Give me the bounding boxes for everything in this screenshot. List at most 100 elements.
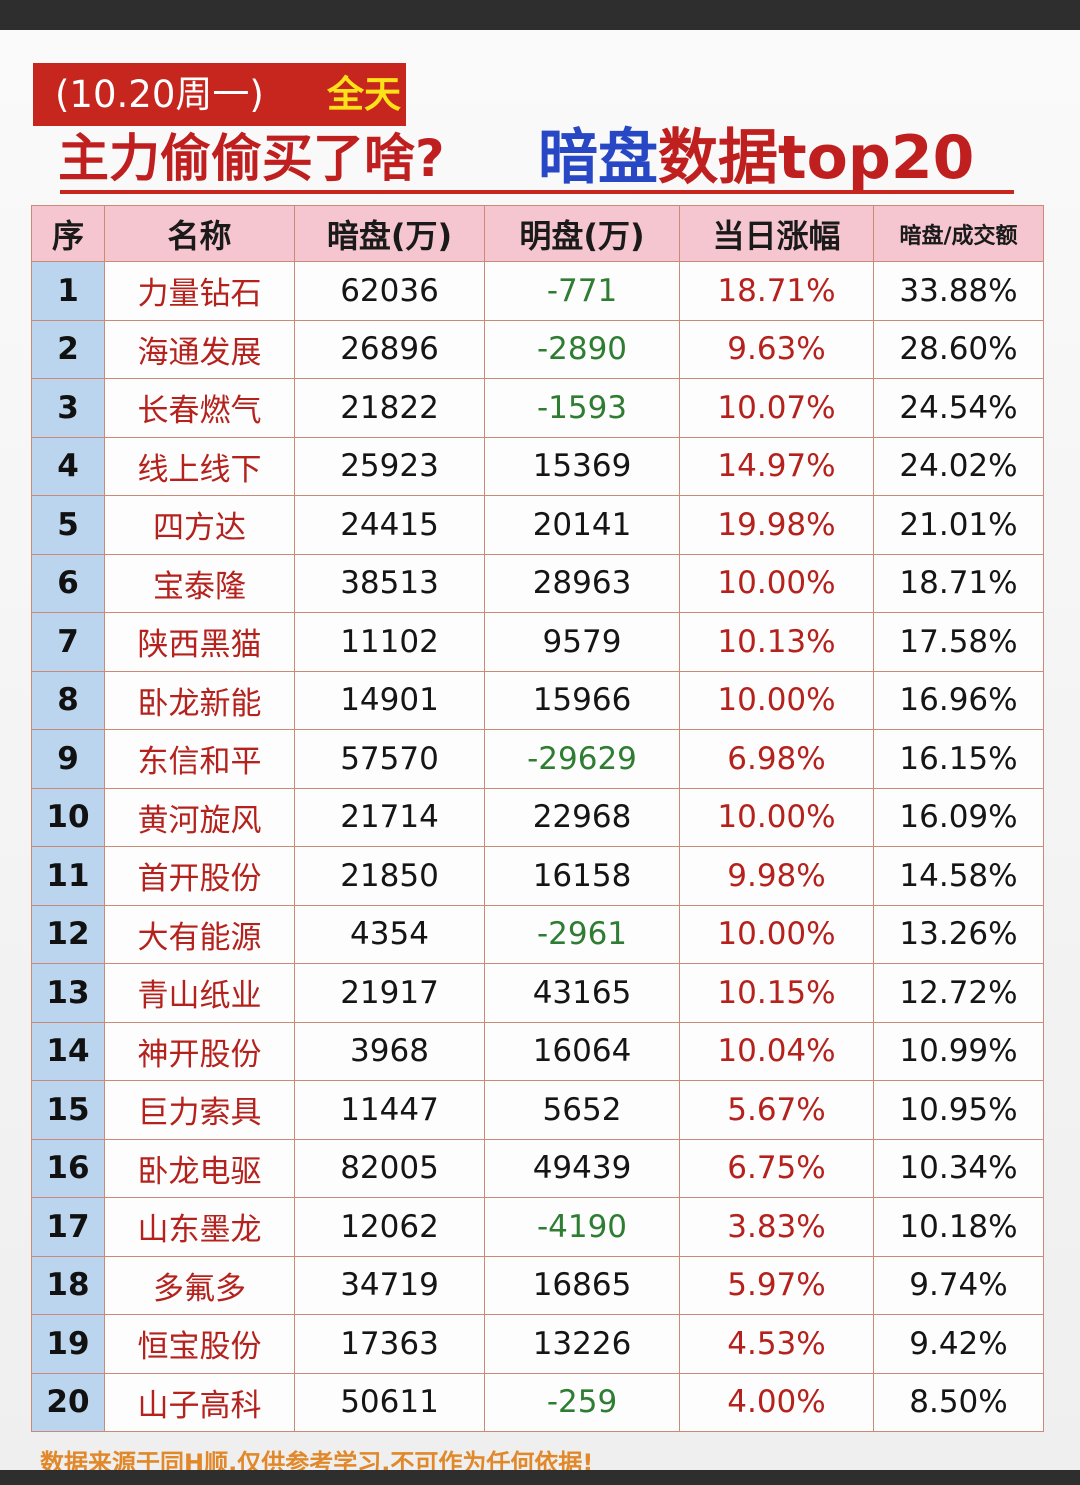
lit-pool-value: 20141 bbox=[484, 495, 680, 555]
dark-pool-value: 11447 bbox=[294, 1080, 485, 1140]
daily-change: 10.00% bbox=[679, 904, 874, 964]
dark-pool-ratio: 24.02% bbox=[873, 436, 1044, 496]
row-index: 5 bbox=[31, 495, 105, 555]
date-tag: (10.20周一) 全天 bbox=[33, 63, 406, 126]
stock-name: 黄河旋风 bbox=[104, 787, 295, 847]
stock-name: 力量钻石 bbox=[104, 261, 295, 321]
table-row: 18 多氟多 34719 16865 5.97% 9.74% bbox=[31, 1255, 1044, 1315]
stock-name: 大有能源 bbox=[104, 904, 295, 964]
daily-change: 10.15% bbox=[679, 963, 874, 1023]
dark-pool-value: 17363 bbox=[294, 1314, 485, 1374]
period-label: 全天 bbox=[327, 73, 401, 116]
row-index: 6 bbox=[31, 553, 105, 613]
table-row: 17 山东墨龙 12062 -4190 3.83% 10.18% bbox=[31, 1197, 1044, 1257]
stock-name: 东信和平 bbox=[104, 729, 295, 789]
lit-pool-value: -2890 bbox=[484, 319, 680, 379]
lit-pool-value: 15966 bbox=[484, 670, 680, 730]
lit-pool-value: 15369 bbox=[484, 436, 680, 496]
row-index: 9 bbox=[31, 729, 105, 789]
lit-pool-value: 16158 bbox=[484, 846, 680, 906]
dark-pool-ratio: 16.96% bbox=[873, 670, 1044, 730]
table-row: 12 大有能源 4354 -2961 10.00% 13.26% bbox=[31, 904, 1044, 964]
lit-pool-value: -1593 bbox=[484, 378, 680, 438]
daily-change: 10.00% bbox=[679, 553, 874, 613]
lit-pool-value: 13226 bbox=[484, 1314, 680, 1374]
stock-name: 神开股份 bbox=[104, 1021, 295, 1081]
dark-pool-value: 11102 bbox=[294, 612, 485, 672]
table-row: 9 东信和平 57570 -29629 6.98% 16.15% bbox=[31, 729, 1044, 789]
table-row: 1 力量钻石 62036 -771 18.71% 33.88% bbox=[31, 261, 1044, 321]
dark-pool-value: 50611 bbox=[294, 1372, 485, 1432]
infographic-card: (10.20周一) 全天 主力偷偷买了啥? 暗盘数据top20 序 名称 暗盘(… bbox=[0, 30, 1080, 1477]
daily-change: 9.63% bbox=[679, 319, 874, 379]
stock-name: 卧龙新能 bbox=[104, 670, 295, 730]
row-index: 4 bbox=[31, 436, 105, 496]
headline-question: 主力偷偷买了啥? bbox=[58, 130, 445, 189]
table-row: 14 神开股份 3968 16064 10.04% 10.99% bbox=[31, 1021, 1044, 1081]
dark-pool-ratio: 9.42% bbox=[873, 1314, 1044, 1374]
table-row: 16 卧龙电驱 82005 49439 6.75% 10.34% bbox=[31, 1138, 1044, 1198]
row-index: 14 bbox=[31, 1021, 105, 1081]
lit-pool-value: 16865 bbox=[484, 1255, 680, 1315]
daily-change: 5.97% bbox=[679, 1255, 874, 1315]
lit-pool-value: -259 bbox=[484, 1372, 680, 1432]
lit-pool-value: 49439 bbox=[484, 1138, 680, 1198]
stock-name: 恒宝股份 bbox=[104, 1314, 295, 1374]
lit-pool-value: 16064 bbox=[484, 1021, 680, 1081]
lit-pool-value: -2961 bbox=[484, 904, 680, 964]
stock-name: 巨力索具 bbox=[104, 1080, 295, 1140]
daily-change: 5.67% bbox=[679, 1080, 874, 1140]
dark-pool-ratio: 10.99% bbox=[873, 1021, 1044, 1081]
dark-pool-value: 4354 bbox=[294, 904, 485, 964]
dark-pool-ratio: 24.54% bbox=[873, 378, 1044, 438]
table-row: 15 巨力索具 11447 5652 5.67% 10.95% bbox=[31, 1080, 1044, 1140]
dark-pool-value: 21850 bbox=[294, 846, 485, 906]
dark-pool-ratio: 33.88% bbox=[873, 261, 1044, 321]
table-row: 3 长春燃气 21822 -1593 10.07% 24.54% bbox=[31, 378, 1044, 438]
dark-pool-ratio: 28.60% bbox=[873, 319, 1044, 379]
dark-pool-ratio: 21.01% bbox=[873, 495, 1044, 555]
daily-change: 4.00% bbox=[679, 1372, 874, 1432]
table-row: 13 青山纸业 21917 43165 10.15% 12.72% bbox=[31, 963, 1044, 1023]
lit-pool-value: -29629 bbox=[484, 729, 680, 789]
stock-name: 长春燃气 bbox=[104, 378, 295, 438]
column-header-dark-pool-ratio: 暗盘/成交额 bbox=[873, 205, 1044, 262]
stock-name: 山子高科 bbox=[104, 1372, 295, 1432]
daily-change: 9.98% bbox=[679, 846, 874, 906]
dark-pool-ratio: 10.34% bbox=[873, 1138, 1044, 1198]
lit-pool-value: 22968 bbox=[484, 787, 680, 847]
row-index: 17 bbox=[31, 1197, 105, 1257]
table-row: 8 卧龙新能 14901 15966 10.00% 16.96% bbox=[31, 670, 1044, 730]
lit-pool-value: 9579 bbox=[484, 612, 680, 672]
dark-pool-value: 12062 bbox=[294, 1197, 485, 1257]
table-row: 4 线上线下 25923 15369 14.97% 24.02% bbox=[31, 436, 1044, 496]
row-index: 2 bbox=[31, 319, 105, 379]
stock-name: 山东墨龙 bbox=[104, 1197, 295, 1257]
dark-pool-value: 21917 bbox=[294, 963, 485, 1023]
table-row: 2 海通发展 26896 -2890 9.63% 28.60% bbox=[31, 319, 1044, 379]
dark-pool-ratio: 14.58% bbox=[873, 846, 1044, 906]
row-index: 19 bbox=[31, 1314, 105, 1374]
daily-change: 10.04% bbox=[679, 1021, 874, 1081]
dark-pool-ratio: 10.95% bbox=[873, 1080, 1044, 1140]
dark-pool-value: 34719 bbox=[294, 1255, 485, 1315]
daily-change: 10.07% bbox=[679, 378, 874, 438]
table-row: 10 黄河旋风 21714 22968 10.00% 16.09% bbox=[31, 787, 1044, 847]
daily-change: 10.13% bbox=[679, 612, 874, 672]
row-index: 16 bbox=[31, 1138, 105, 1198]
dark-pool-ratio: 13.26% bbox=[873, 904, 1044, 964]
column-header-index: 序 bbox=[31, 205, 105, 262]
headline-title: 暗盘数据top20 bbox=[538, 122, 974, 194]
daily-change: 6.75% bbox=[679, 1138, 874, 1198]
dark-pool-value: 62036 bbox=[294, 261, 485, 321]
daily-change: 10.00% bbox=[679, 787, 874, 847]
row-index: 3 bbox=[31, 378, 105, 438]
row-index: 10 bbox=[31, 787, 105, 847]
column-header-lit-pool: 明盘(万) bbox=[484, 205, 680, 262]
table-row: 7 陕西黑猫 11102 9579 10.13% 17.58% bbox=[31, 612, 1044, 672]
dark-pool-table: 序 名称 暗盘(万) 明盘(万) 当日涨幅 暗盘/成交额 1 力量钻石 62036-… bbox=[31, 205, 1044, 1432]
top-frame-bar bbox=[0, 0, 1080, 30]
headline-underline bbox=[60, 190, 1014, 194]
dark-pool-ratio: 16.15% bbox=[873, 729, 1044, 789]
row-index: 18 bbox=[31, 1255, 105, 1315]
